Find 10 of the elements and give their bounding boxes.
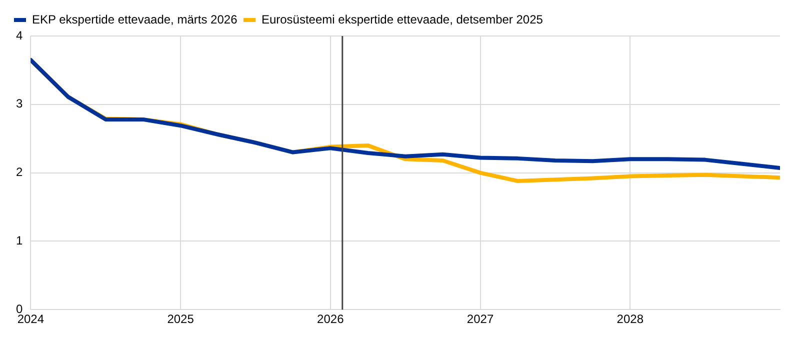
y-tick-label: 4 [16, 28, 23, 42]
y-tick-label: 3 [16, 96, 23, 111]
legend-label: EKP ekspertide ettevaade, märts 2026 [32, 12, 238, 26]
legend-label: Eurosüsteemi ekspertide ettevaade, detsember 2025 [261, 12, 544, 26]
x-tick-label: 2026 [317, 312, 344, 326]
y-tick-label: 1 [16, 234, 23, 248]
x-tick-label: 2027 [466, 312, 494, 326]
x-tick-label: 2028 [616, 312, 644, 326]
y-tick-label: 2 [16, 165, 23, 180]
x-tick-label: 2025 [167, 312, 194, 326]
